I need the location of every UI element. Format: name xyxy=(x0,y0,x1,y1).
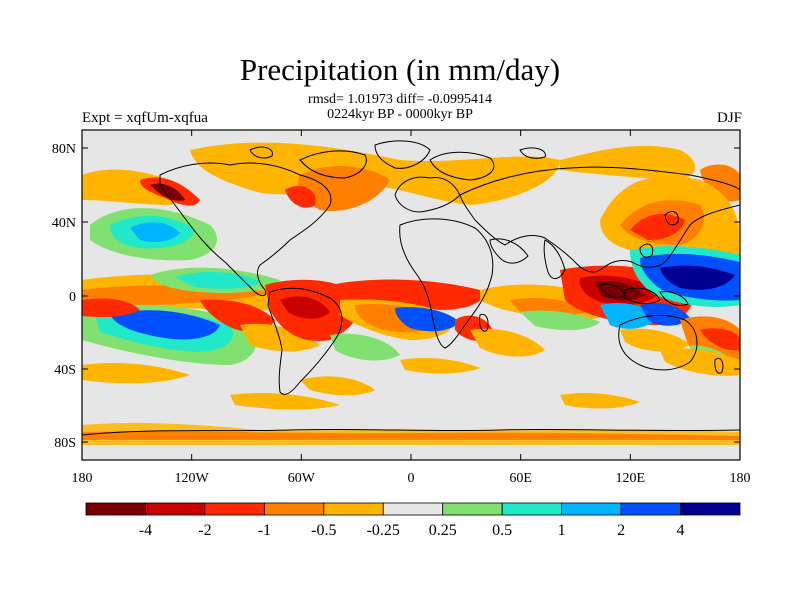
colorbar-label: 1 xyxy=(558,522,566,539)
experiment-label: Expt = xqfUm-xqfua xyxy=(82,110,208,126)
colorbar-swatch xyxy=(204,502,265,516)
colorbar-swatch xyxy=(85,502,146,516)
colorbar-swatch xyxy=(501,502,563,516)
colorbar-swatch xyxy=(382,502,444,516)
lon-tick-label: 120W xyxy=(175,471,210,486)
lon-tick-label: 60E xyxy=(509,471,532,486)
lon-tick-label: 180 xyxy=(72,471,93,486)
colorbar-labels: -4 -2 -1 -0.5 -0.25 0.25 0.5 1 2 4 xyxy=(139,522,685,539)
period-line: 0224kyr BP - 0000kyr BP xyxy=(327,107,473,122)
colorbar-swatch xyxy=(680,502,741,516)
colorbar-swatch xyxy=(620,502,681,516)
colorbar-swatch xyxy=(561,502,622,516)
colorbar-label: 2 xyxy=(617,522,625,539)
colorbar-swatch xyxy=(145,502,206,516)
colorbar-swatch xyxy=(263,502,325,516)
colorbar-label: 0.5 xyxy=(492,522,512,539)
chart-subtitle: rmsd= 1.01973 diff= -0.0995414 0224kyr B… xyxy=(0,92,800,122)
lon-tick-label: 60W xyxy=(288,471,316,486)
stats-line: rmsd= 1.01973 diff= -0.0995414 xyxy=(308,92,492,107)
colorbar-swatch xyxy=(442,502,503,516)
coastlines xyxy=(82,140,740,436)
colorbar-label: -4 xyxy=(139,522,152,539)
lat-tick-label: 40S xyxy=(54,363,76,378)
lat-tick-label: 40N xyxy=(52,216,76,231)
chart-title: Precipitation (in mm/day) xyxy=(239,52,561,87)
lat-tick-label: 0 xyxy=(69,290,76,305)
season-label: DJF xyxy=(716,110,742,126)
lat-tick-label: 80S xyxy=(54,436,76,451)
precipitation-field xyxy=(82,142,740,445)
colorbar-label: -0.5 xyxy=(311,522,336,539)
lat-tick-label: 80N xyxy=(52,142,76,157)
colorbar-label: 4 xyxy=(677,522,685,539)
lon-tick-label: 120E xyxy=(616,471,646,486)
latitude-axis: 80N 40N 0 40S 80S xyxy=(52,142,76,451)
longitude-axis: 180 120W 60W 0 60E 120E 180 xyxy=(72,471,751,486)
colorbar-label: -1 xyxy=(258,522,271,539)
colorbar-label: -0.25 xyxy=(367,522,400,539)
colorbar xyxy=(85,502,741,516)
axis-ticks xyxy=(81,130,741,460)
lon-tick-label: 180 xyxy=(730,471,751,486)
colorbar-label: -2 xyxy=(198,522,211,539)
colorbar-label: 0.25 xyxy=(429,522,457,539)
colorbar-swatch xyxy=(323,502,384,516)
lon-tick-label: 0 xyxy=(408,471,415,486)
